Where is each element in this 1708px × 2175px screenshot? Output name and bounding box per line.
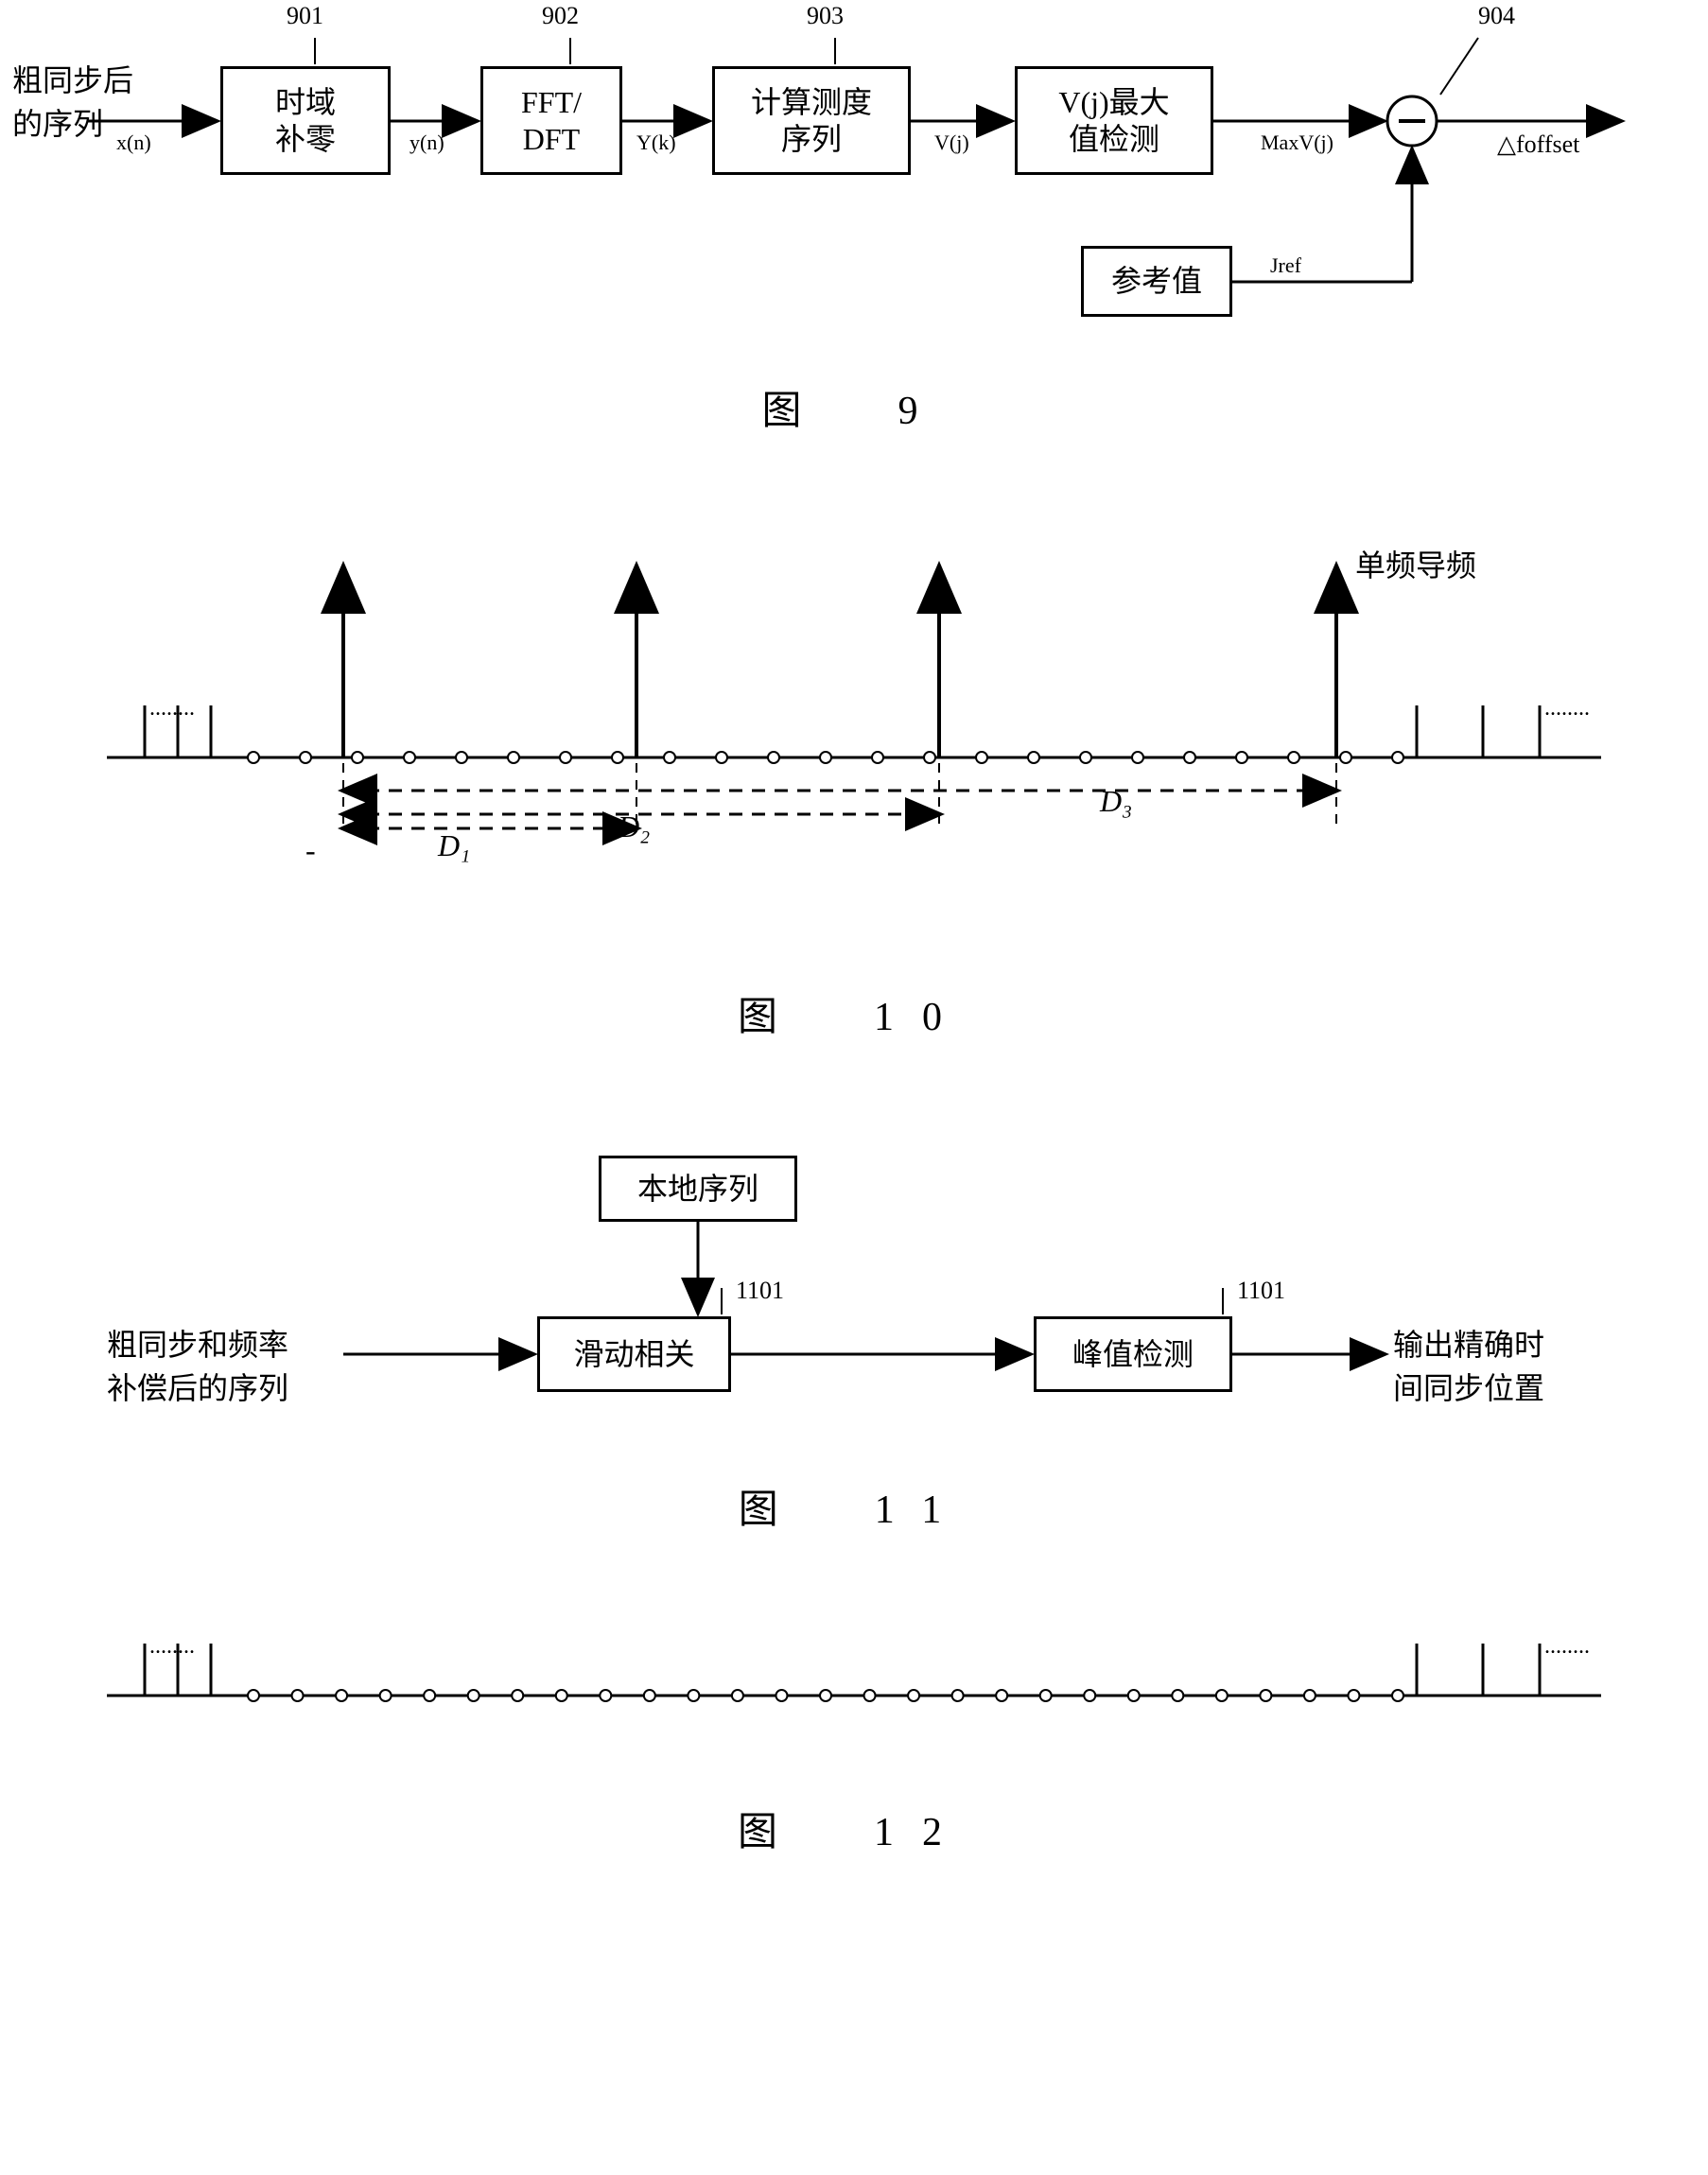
- b1l2: 补零: [275, 122, 336, 156]
- fig10-caption: 图 10: [28, 984, 1680, 1042]
- ref-904: 904: [1478, 2, 1515, 30]
- ref-902: 902: [542, 2, 579, 30]
- f11-out-l2: 间同步位置: [1393, 1371, 1544, 1405]
- b3l2: 序列: [781, 122, 842, 156]
- box-time-zeropad: 时域补零: [220, 66, 391, 175]
- fig11-caption: 图 11: [28, 1477, 1680, 1535]
- box-slide-corr: 滑动相关: [537, 1316, 731, 1392]
- b4l2: 值检测: [1069, 122, 1159, 156]
- pilot-label: 单频导频: [1355, 542, 1476, 585]
- fig9-input-label: 粗同步后 的序列: [12, 57, 211, 144]
- dots-right: ........: [1544, 696, 1590, 722]
- fig9-input-l2: 的序列: [12, 107, 103, 141]
- box-fft: FFT/DFT: [480, 66, 622, 175]
- ref-903: 903: [807, 2, 844, 30]
- box-max: V(j)最大值检测: [1015, 66, 1213, 175]
- b3l1: 计算测度: [751, 85, 872, 119]
- sig-yn: y(n): [410, 130, 444, 155]
- slide-text: 滑动相关: [573, 1336, 694, 1372]
- fig11-input: 粗同步和频率 补偿后的序列: [107, 1321, 353, 1408]
- d3-label: D₃: [1100, 784, 1132, 819]
- b1l1: 时域: [275, 85, 336, 119]
- f11-out-l1: 输出精确时: [1393, 1328, 1544, 1362]
- sig-Yk: Y(k): [636, 130, 676, 155]
- f11-in-l1: 粗同步和频率: [107, 1328, 288, 1362]
- dots-left: ........: [149, 696, 195, 722]
- b4l1: V(j)最大: [1058, 85, 1169, 119]
- fig10-svg: [31, 549, 1677, 890]
- d2-label: D₂: [618, 809, 650, 844]
- f11-in-l2: 补偿后的序列: [107, 1371, 288, 1405]
- ref-1101b: 1101: [1237, 1277, 1285, 1305]
- local-seq-text: 本地序列: [637, 1171, 758, 1207]
- sig-xn: x(n): [116, 130, 151, 155]
- figure-11: 1101 1101 本地序列 滑动相关 峰值检测 粗同步和频率 补偿后的序列 输…: [31, 1156, 1677, 1420]
- ref-1101a: 1101: [736, 1277, 784, 1305]
- figure-12: ........ ........: [31, 1629, 1677, 1743]
- sig-foffset: △foffset: [1497, 130, 1579, 159]
- fig9-caption: 图 9: [28, 378, 1680, 436]
- dots-right-12: ........: [1544, 1634, 1590, 1660]
- dots-left-12: ........: [149, 1634, 195, 1660]
- box-metric: 计算测度序列: [712, 66, 911, 175]
- minus: -: [305, 833, 316, 868]
- sig-Jref: Jref: [1270, 253, 1301, 278]
- b2l2: DFT: [523, 122, 580, 156]
- sig-MaxVj: MaxV(j): [1261, 130, 1333, 155]
- fig12-svg: [31, 1629, 1677, 1743]
- fig12-caption: 图 12: [28, 1800, 1680, 1857]
- figure-10: 单频导频 D₁ D₂ D₃ - ........ ........: [31, 549, 1677, 928]
- sig-Vj: V(j): [934, 130, 969, 155]
- box-local-seq: 本地序列: [599, 1156, 797, 1222]
- ref-901: 901: [287, 2, 323, 30]
- fig9-input-l1: 粗同步后: [12, 63, 133, 97]
- b2l1: FFT/: [521, 85, 582, 119]
- figure-9: 901 902 903 904 粗同步后 的序列 x(n) 时域补零 y(n) …: [31, 38, 1677, 322]
- d1-label: D₁: [438, 828, 470, 863]
- box-peak: 峰值检测: [1034, 1316, 1232, 1392]
- peak-text: 峰值检测: [1072, 1336, 1194, 1372]
- box-ref: 参考值: [1081, 246, 1232, 317]
- refbox-text: 参考值: [1111, 263, 1202, 299]
- fig11-output: 输出精确时 间同步位置: [1393, 1321, 1639, 1408]
